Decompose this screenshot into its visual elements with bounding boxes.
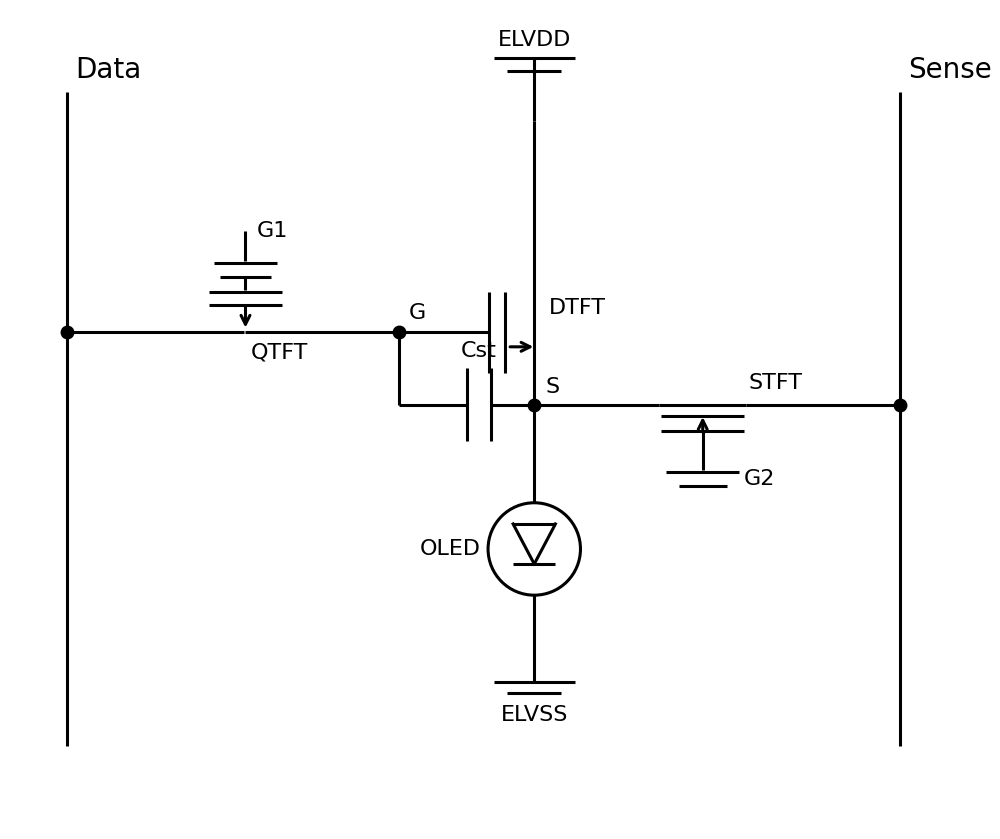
Text: DTFT: DTFT xyxy=(549,298,606,318)
Text: G2: G2 xyxy=(744,469,775,488)
Text: OLED: OLED xyxy=(419,539,480,559)
Text: STFT: STFT xyxy=(749,373,803,393)
Text: ELVDD: ELVDD xyxy=(498,30,571,50)
Text: Data: Data xyxy=(75,56,141,84)
Text: Cst: Cst xyxy=(461,341,497,362)
Text: Sense: Sense xyxy=(908,56,992,84)
Text: QTFT: QTFT xyxy=(250,342,308,362)
Text: G: G xyxy=(409,303,426,323)
Text: S: S xyxy=(546,377,560,397)
Text: G1: G1 xyxy=(257,221,288,242)
Text: ELVSS: ELVSS xyxy=(501,705,568,725)
